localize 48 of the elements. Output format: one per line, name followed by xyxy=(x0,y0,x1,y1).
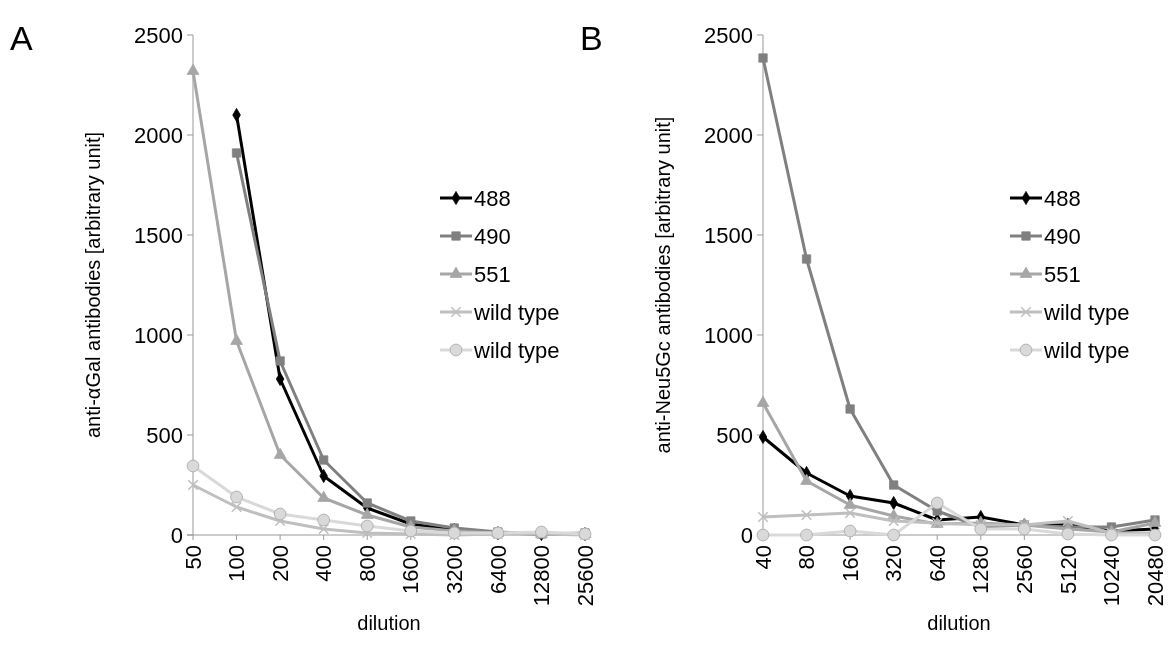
legend-label: 488 xyxy=(1044,185,1081,211)
y-tick-label: 0 xyxy=(170,522,183,548)
text: A xyxy=(10,19,33,57)
y-axis-title: anti-αGal antibodies [arbitrary unit] xyxy=(82,131,104,439)
x-tick-label: 3200 xyxy=(442,545,468,594)
y-tick-label: 2500 xyxy=(704,22,753,48)
x-tick-label: 1280 xyxy=(968,545,994,594)
x-tick-label: 160 xyxy=(837,545,863,582)
x-tick-label: 20480 xyxy=(1142,545,1168,607)
annotation: B xyxy=(580,19,603,57)
y-tick-label: 2000 xyxy=(704,122,753,148)
x-tick-label: 1600 xyxy=(398,545,424,594)
y-tick-label: 1000 xyxy=(134,322,183,348)
legend-label: wild type xyxy=(473,337,560,363)
y-tick-label: 500 xyxy=(716,422,753,448)
legend-label: wild type xyxy=(1043,337,1130,363)
x-tick-label: 100 xyxy=(224,545,250,582)
legend-label: 490 xyxy=(1044,223,1081,249)
legend-label: 551 xyxy=(474,261,511,287)
x-tick-label: 5120 xyxy=(1055,545,1081,594)
y-tick-label: 1000 xyxy=(704,322,753,348)
x-tick-label: 25600 xyxy=(572,545,598,607)
legend-label: 551 xyxy=(1044,261,1081,287)
x-tick-label: 80 xyxy=(794,545,820,570)
x-tick-label: 640 xyxy=(924,545,950,582)
x-tick-label: 12800 xyxy=(529,545,555,607)
x-axis-title: dilution xyxy=(357,612,421,634)
x-tick-label: 400 xyxy=(311,545,337,582)
x-tick-label: 320 xyxy=(881,545,907,582)
x-tick-label: 800 xyxy=(354,545,380,582)
x-tick-label: 50 xyxy=(180,545,206,570)
x-tick-label: 40 xyxy=(750,545,776,570)
legend-label: 490 xyxy=(474,223,511,249)
legend-label: wild type xyxy=(1043,299,1130,325)
y-axis-title: anti-Neu5Gc antibodies [arbitrary unit] xyxy=(652,116,674,454)
x-tick-label: 6400 xyxy=(485,545,511,594)
y-tick-label: 500 xyxy=(146,422,183,448)
legend-label: wild type xyxy=(473,299,560,325)
y-tick-label: 2500 xyxy=(134,22,183,48)
x-tick-label: 200 xyxy=(267,545,293,582)
y-tick-label: 1500 xyxy=(704,222,753,248)
y-tick-label: 1500 xyxy=(134,222,183,248)
legend-label: 488 xyxy=(474,185,511,211)
x-tick-label: 10240 xyxy=(1099,545,1125,607)
y-tick-label: 0 xyxy=(740,522,753,548)
x-axis-title: dilution xyxy=(927,612,991,634)
y-tick-label: 2000 xyxy=(134,122,183,148)
x-tick-label: 2560 xyxy=(1012,545,1038,594)
